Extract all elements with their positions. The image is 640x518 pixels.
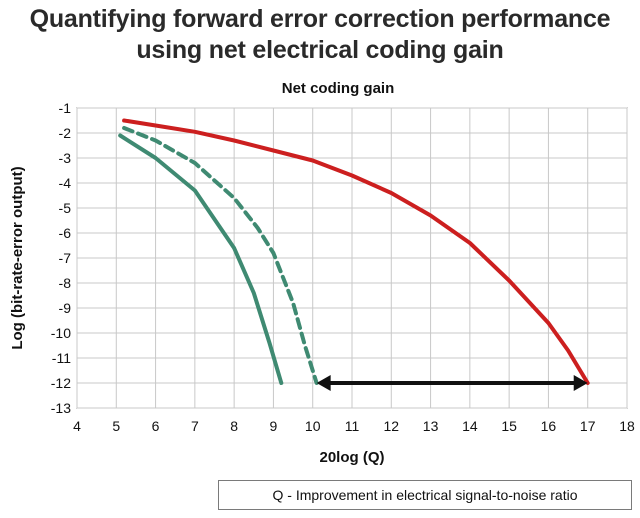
- y-tick-label: -10: [51, 325, 71, 341]
- x-tick-label: 6: [152, 418, 160, 434]
- title-line-2: using net electrical coding gain: [136, 36, 504, 64]
- x-tick-label: 7: [191, 418, 199, 434]
- x-tick-label: 13: [423, 418, 439, 434]
- series-group: [118, 118, 590, 385]
- x-tick-label: 14: [462, 418, 478, 434]
- title-line-1: Quantifying forward error correction per…: [29, 5, 611, 33]
- x-tick-label: 9: [270, 418, 278, 434]
- y-tick-label: -4: [59, 175, 72, 191]
- arrow-head-left: [316, 375, 331, 391]
- arrow-head-right: [573, 375, 588, 391]
- x-tick-label: 18: [619, 418, 635, 434]
- series-line-3: [118, 133, 284, 385]
- y-tick-label: -9: [59, 300, 72, 316]
- y-tick-label: -3: [59, 150, 72, 166]
- y-tick-label: -12: [51, 375, 71, 391]
- chart-title: Net coding gain: [282, 80, 395, 97]
- x-tick-label: 16: [541, 418, 557, 434]
- y-tick-label: -8: [59, 275, 72, 291]
- y-tick-label: -5: [59, 200, 72, 216]
- x-tick-label: 8: [230, 418, 238, 434]
- x-tick-label: 10: [305, 418, 321, 434]
- y-axis-ticks: -1 -2 -3 -4 -5 -6 -7 -8 -9 -10 -11 -12 -13: [51, 100, 71, 416]
- series-line-2: [122, 126, 319, 385]
- y-tick-label: -1: [59, 100, 72, 116]
- x-tick-label: 4: [73, 418, 81, 434]
- y-tick-label: -7: [59, 250, 72, 266]
- x-tick-label: 5: [112, 418, 120, 434]
- x-tick-label: 11: [345, 418, 360, 434]
- annotation-group: [316, 375, 588, 391]
- x-axis-ticks: 4 5 6 7 8 9 10 11 12 13 14 15 16 17 18: [73, 418, 635, 434]
- y-tick-label: -11: [52, 350, 71, 366]
- page-title: Quantifying forward error correction per…: [0, 4, 640, 66]
- y-axis-label: Log (bit-rate-error output): [9, 166, 26, 349]
- y-tick-label: -13: [51, 400, 71, 416]
- x-axis-label: 20log (Q): [319, 449, 384, 466]
- y-tick-label: -2: [59, 125, 72, 141]
- x-tick-label: 12: [383, 418, 399, 434]
- footnote-box: Q - Improvement in electrical signal-to-…: [218, 480, 632, 510]
- y-tick-label: -6: [59, 225, 72, 241]
- series-line-1: [122, 118, 590, 385]
- x-tick-label: 15: [501, 418, 517, 434]
- x-tick-label: 17: [580, 418, 596, 434]
